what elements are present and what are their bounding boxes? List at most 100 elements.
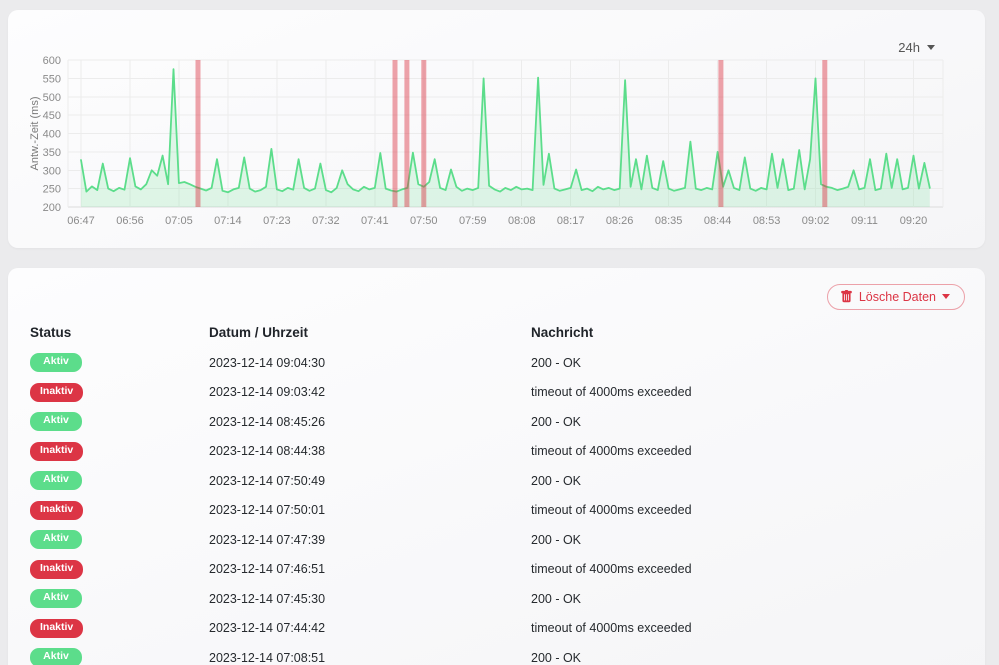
delete-data-button-label: Lösche Daten: [858, 289, 936, 304]
svg-text:600: 600: [43, 55, 61, 67]
svg-text:08:08: 08:08: [508, 215, 536, 227]
event-message-cell: timeout of 4000ms exceeded: [531, 562, 692, 577]
event-row: Inaktiv 2023-12-14 09:03:42 timeout of 4…: [30, 378, 965, 408]
event-datetime-cell: 2023-12-14 08:44:38: [209, 444, 326, 459]
status-badge: Aktiv: [30, 412, 82, 432]
event-status-cell: Inaktiv: [30, 555, 209, 585]
events-table: Status Datum / Uhrzeit Nachricht Aktiv 2…: [30, 316, 965, 665]
event-datetime-cell: 2023-12-14 07:44:42: [209, 621, 326, 636]
event-status-cell: Inaktiv: [30, 496, 209, 526]
column-header-message: Nachricht: [531, 324, 594, 340]
event-row: Inaktiv 2023-12-14 08:44:38 timeout of 4…: [30, 437, 965, 467]
event-message-cell: 200 - OK: [531, 591, 582, 606]
svg-text:07:14: 07:14: [214, 215, 242, 227]
event-status-cell: Inaktiv: [30, 378, 209, 408]
event-status-cell: Inaktiv: [30, 614, 209, 644]
event-status-cell: Aktiv: [30, 407, 209, 437]
status-badge: Aktiv: [30, 589, 82, 609]
event-message-cell: 200 - OK: [531, 532, 582, 547]
trash-icon: [840, 290, 853, 303]
status-badge: Inaktiv: [30, 441, 84, 461]
svg-text:350: 350: [43, 147, 61, 159]
event-message-cell: timeout of 4000ms exceeded: [531, 444, 692, 459]
svg-text:450: 450: [43, 110, 61, 122]
svg-text:08:53: 08:53: [753, 215, 781, 227]
status-badge: Aktiv: [30, 353, 82, 373]
svg-text:08:35: 08:35: [655, 215, 683, 227]
event-row: Aktiv 2023-12-14 07:50:49 200 - OK: [30, 466, 965, 496]
svg-text:300: 300: [43, 165, 61, 177]
event-datetime-cell: 2023-12-14 09:04:30: [209, 355, 326, 370]
status-badge: Aktiv: [30, 471, 82, 491]
svg-text:400: 400: [43, 129, 61, 141]
svg-text:06:47: 06:47: [67, 215, 95, 227]
response-time-chart-card: 24h 200 250 300 350 400 450 500 550 600 06:47 06:5…: [8, 10, 985, 248]
svg-text:08:44: 08:44: [704, 215, 732, 227]
status-badge: Inaktiv: [30, 382, 84, 402]
svg-text:09:20: 09:20: [900, 215, 928, 227]
event-message-cell: timeout of 4000ms exceeded: [531, 385, 692, 400]
svg-text:09:11: 09:11: [851, 215, 878, 227]
event-datetime-cell: 2023-12-14 07:46:51: [209, 562, 326, 577]
svg-text:Antw.-Zeit (ms): Antw.-Zeit (ms): [29, 97, 41, 171]
svg-text:500: 500: [43, 92, 61, 104]
event-row: Inaktiv 2023-12-14 07:44:42 timeout of 4…: [30, 614, 965, 644]
period-dropdown[interactable]: 24h: [898, 40, 935, 55]
events-header-row: Status Datum / Uhrzeit Nachricht: [30, 316, 965, 348]
event-datetime-cell: 2023-12-14 09:03:42: [209, 385, 326, 400]
event-row: Aktiv 2023-12-14 08:45:26 200 - OK: [30, 407, 965, 437]
chevron-down-icon: [942, 294, 950, 299]
svg-text:07:59: 07:59: [459, 215, 487, 227]
event-datetime-cell: 2023-12-14 07:08:51: [209, 650, 326, 665]
status-badge: Aktiv: [30, 648, 82, 665]
chevron-down-icon: [927, 45, 935, 50]
svg-text:06:56: 06:56: [116, 215, 144, 227]
svg-text:07:32: 07:32: [312, 215, 340, 227]
event-status-cell: Inaktiv: [30, 437, 209, 467]
event-message-cell: timeout of 4000ms exceeded: [531, 503, 692, 518]
event-datetime-cell: 2023-12-14 07:45:30: [209, 591, 326, 606]
event-status-cell: Aktiv: [30, 643, 209, 665]
event-row: Inaktiv 2023-12-14 07:50:01 timeout of 4…: [30, 496, 965, 526]
event-row: Inaktiv 2023-12-14 07:46:51 timeout of 4…: [30, 555, 965, 585]
svg-text:07:05: 07:05: [165, 215, 193, 227]
column-header-datetime: Datum / Uhrzeit: [209, 324, 309, 340]
event-status-cell: Aktiv: [30, 466, 209, 496]
svg-text:08:17: 08:17: [557, 215, 585, 227]
event-message-cell: 200 - OK: [531, 473, 582, 488]
event-message-cell: 200 - OK: [531, 650, 582, 665]
svg-text:07:41: 07:41: [361, 215, 389, 227]
response-time-chart: 200 250 300 350 400 450 500 550 600 06:47 06:56 07:…: [29, 55, 944, 227]
status-badge: Inaktiv: [30, 618, 84, 638]
status-badge: Aktiv: [30, 530, 82, 550]
status-badge: Inaktiv: [30, 559, 84, 579]
event-row: Aktiv 2023-12-14 07:08:51 200 - OK: [30, 643, 965, 665]
events-card: Lösche Daten Status Datum / Uhrzeit Nach…: [8, 268, 985, 665]
svg-text:07:23: 07:23: [263, 215, 291, 227]
event-row: Aktiv 2023-12-14 09:04:30 200 - OK: [30, 348, 965, 378]
column-header-status: Status: [30, 324, 72, 340]
event-status-cell: Aktiv: [30, 584, 209, 614]
event-message-cell: 200 - OK: [531, 355, 582, 370]
event-datetime-cell: 2023-12-14 08:45:26: [209, 414, 326, 429]
event-datetime-cell: 2023-12-14 07:47:39: [209, 532, 326, 547]
event-message-cell: timeout of 4000ms exceeded: [531, 621, 692, 636]
event-status-cell: Aktiv: [30, 348, 209, 378]
svg-text:09:02: 09:02: [802, 215, 830, 227]
svg-text:200: 200: [43, 202, 61, 214]
events-toolbar: Lösche Daten: [30, 284, 965, 314]
event-message-cell: 200 - OK: [531, 414, 582, 429]
svg-text:07:50: 07:50: [410, 215, 438, 227]
event-row: Aktiv 2023-12-14 07:45:30 200 - OK: [30, 584, 965, 614]
status-badge: Inaktiv: [30, 500, 84, 520]
period-dropdown-label: 24h: [898, 40, 920, 55]
event-status-cell: Aktiv: [30, 525, 209, 555]
svg-text:250: 250: [43, 184, 61, 196]
event-datetime-cell: 2023-12-14 07:50:01: [209, 503, 326, 518]
event-row: Aktiv 2023-12-14 07:47:39 200 - OK: [30, 525, 965, 555]
svg-text:08:26: 08:26: [606, 215, 634, 227]
event-datetime-cell: 2023-12-14 07:50:49: [209, 473, 326, 488]
svg-text:550: 550: [43, 73, 61, 85]
delete-data-button[interactable]: Lösche Daten: [826, 284, 965, 310]
